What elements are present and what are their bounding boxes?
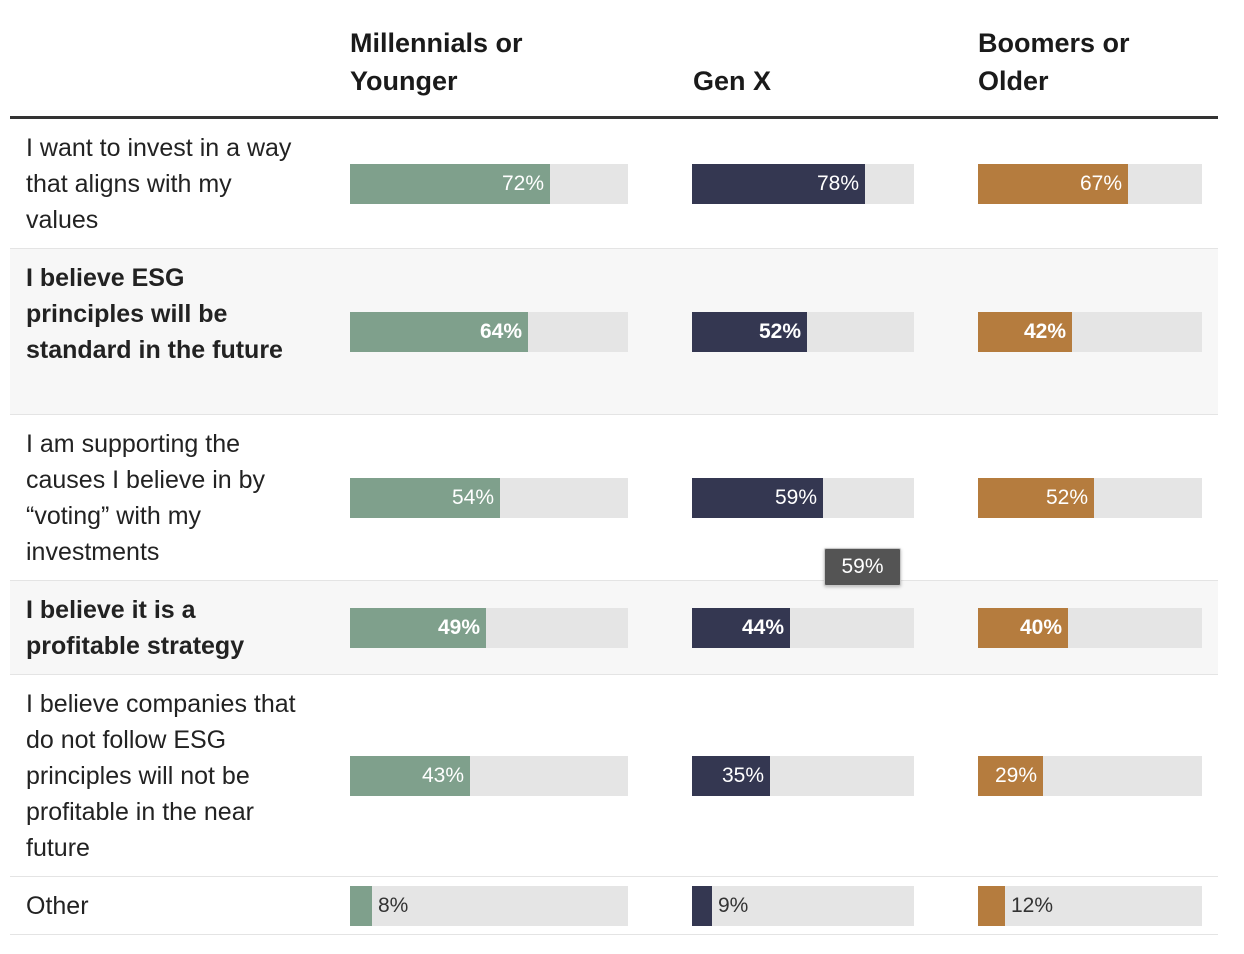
- table-row: Other 8% 9% 12%: [10, 877, 1218, 935]
- data-label: 8%: [378, 894, 409, 917]
- table-row: I am supporting the causes I believe in …: [10, 415, 1218, 581]
- column-header-gen-x: Gen X: [693, 66, 772, 96]
- table-row: I believe ESG principles will be standar…: [10, 249, 1218, 415]
- bar[interactable]: [350, 756, 470, 796]
- bar[interactable]: [978, 608, 1068, 648]
- bar-track: 49%: [350, 608, 628, 648]
- bar-track: 64%: [350, 312, 628, 352]
- bar[interactable]: [692, 886, 712, 926]
- column-header-millennials: Millennials or Younger: [350, 28, 523, 96]
- table-row: I believe companies that do not follow E…: [10, 675, 1218, 877]
- bar[interactable]: [692, 164, 865, 204]
- bar-track: 29%: [978, 756, 1202, 796]
- row-label: I am supporting the causes I believe in …: [26, 430, 266, 566]
- bar[interactable]: [350, 478, 500, 518]
- row-label: I believe companies that do not follow E…: [26, 690, 296, 862]
- data-label: 67%: [1079, 172, 1122, 195]
- bar-track: 44%: [692, 608, 914, 648]
- table-row: I believe it is a profitable strategy 49%…: [10, 581, 1218, 675]
- bar[interactable]: [350, 608, 486, 648]
- data-label: 9%: [718, 894, 749, 917]
- bar-track: 12%: [978, 886, 1202, 926]
- data-label: 78%: [816, 172, 859, 195]
- bar-track: 59%: [692, 478, 914, 518]
- bar[interactable]: [350, 886, 372, 926]
- bar-track: 8%: [350, 886, 628, 926]
- data-label: 64%: [479, 320, 522, 343]
- bar-track: 52%: [978, 478, 1202, 518]
- bar-track: 43%: [350, 756, 628, 796]
- header-rule: [10, 116, 1218, 119]
- bar[interactable]: [350, 164, 550, 204]
- bar[interactable]: [692, 478, 823, 518]
- bar[interactable]: [978, 478, 1094, 518]
- data-label: 43%: [421, 764, 464, 787]
- hover-tooltip: 59%: [824, 548, 901, 586]
- row-label: Other: [26, 892, 89, 920]
- bar[interactable]: [978, 756, 1043, 796]
- bar[interactable]: [978, 312, 1072, 352]
- data-label: 40%: [1019, 616, 1062, 639]
- bar-track: 35%: [692, 756, 914, 796]
- data-label: 42%: [1023, 320, 1066, 343]
- row-label: I want to invest in a way that aligns wi…: [26, 134, 292, 234]
- bar[interactable]: [978, 164, 1128, 204]
- data-label: 44%: [741, 616, 784, 639]
- bar-track: 72%: [350, 164, 628, 204]
- bar[interactable]: [978, 886, 1005, 926]
- data-label: 52%: [758, 320, 801, 343]
- bar-track: 67%: [978, 164, 1202, 204]
- row-label: I believe ESG principles will be standar…: [26, 264, 283, 364]
- data-label: 35%: [721, 764, 764, 787]
- bar-track: 40%: [978, 608, 1202, 648]
- bar-track: 42%: [978, 312, 1202, 352]
- row-label: I believe it is a profitable strategy: [26, 596, 245, 660]
- column-header-boomers: Boomers or Older: [978, 28, 1130, 96]
- bar-track: 78%: [692, 164, 914, 204]
- data-label: 59%: [774, 486, 817, 509]
- data-label: 12%: [1011, 894, 1054, 917]
- bar[interactable]: [692, 608, 790, 648]
- data-label: 49%: [437, 616, 480, 639]
- data-label: 29%: [994, 764, 1037, 787]
- bar[interactable]: [692, 312, 807, 352]
- bar[interactable]: [350, 312, 528, 352]
- bar-track: 9%: [692, 886, 914, 926]
- table-row: I want to invest in a way that aligns wi…: [10, 119, 1218, 249]
- data-label: 54%: [451, 486, 494, 509]
- bar[interactable]: [692, 756, 770, 796]
- bar-track: 52%: [692, 312, 914, 352]
- bar-track: 54%: [350, 478, 628, 518]
- data-label: 52%: [1045, 486, 1088, 509]
- data-label: 72%: [501, 172, 544, 195]
